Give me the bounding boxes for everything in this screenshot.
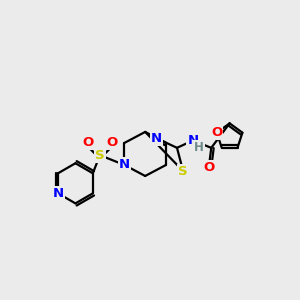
Text: S: S [178,165,188,178]
Text: H: H [194,141,204,154]
Text: O: O [82,136,93,149]
Text: O: O [203,161,214,174]
Text: O: O [106,136,118,149]
Text: N: N [187,134,199,147]
Text: N: N [151,131,162,145]
Text: N: N [119,158,130,172]
Text: S: S [95,149,105,162]
Text: N: N [52,187,64,200]
Text: O: O [211,126,222,139]
